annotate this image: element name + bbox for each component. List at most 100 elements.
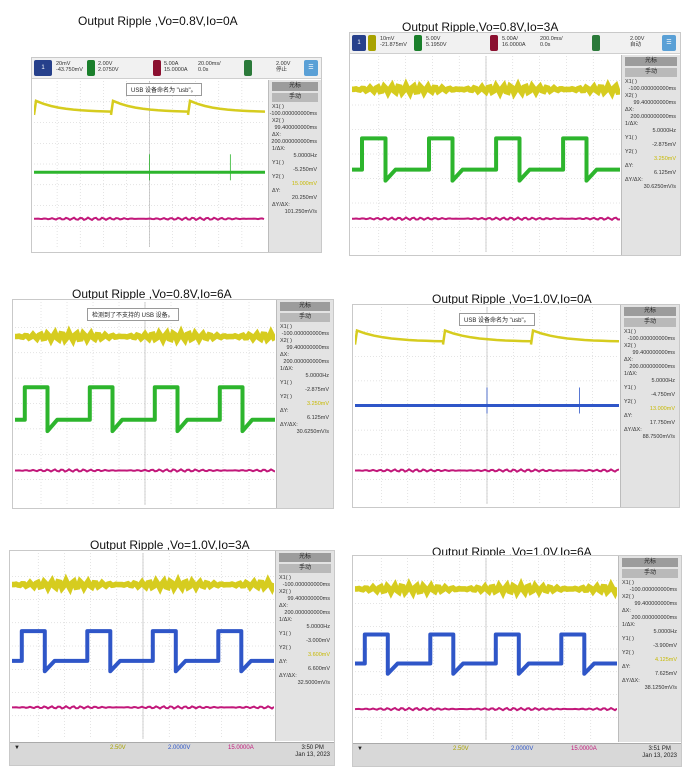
magenta-trace <box>12 704 274 710</box>
measurement-value: 7.625mV <box>654 671 677 677</box>
trigger-button[interactable] <box>592 35 600 51</box>
measurement-value: 13.000mV <box>649 406 675 412</box>
measurement-value: 3.250mV <box>653 156 676 162</box>
cursor-menu-header[interactable]: 光标 <box>279 553 331 562</box>
scope-toolbar: 1 20mV -43.750mV 2.00V 2.0750V 5.00A 15.000… <box>32 58 321 79</box>
scope-panel-4: USB 设备命名为 "usb"。 光标手动 X1( ) -100.000000000… <box>352 304 680 508</box>
measurement-label: 1/ΔX: <box>625 121 639 127</box>
measurement-label: Y1( ) <box>622 636 634 642</box>
scope-toolbar: 1 10mV -21.875mV 5.00V 5.1950V 5.00A/16.00… <box>350 33 680 54</box>
measurement-label: 1/ΔX: <box>280 366 294 372</box>
measurement-label: Y1( ) <box>272 160 284 166</box>
measurement-label: 1/ΔX: <box>622 622 636 628</box>
scope-panel-5: 光标 手动 X1( ) -100.000000000ms X2( ) 99.4000000… <box>9 550 335 766</box>
cursor-menu-header[interactable]: 光标 <box>272 82 318 91</box>
measurement-value: 3.600mV <box>307 652 330 658</box>
usb-notification[interactable]: 检测到了不支持的 USB 设备。 <box>87 308 179 321</box>
measurement-label: ΔY: <box>272 188 281 194</box>
waveform-grid: USB 设备命名为 "usb"。 <box>355 307 619 504</box>
cursor-menu-header[interactable]: 光标 <box>624 307 676 316</box>
measurement-value: -2.875mV <box>652 142 676 148</box>
waveform-svg <box>15 302 275 505</box>
menu-icon[interactable]: ☰ <box>304 60 318 76</box>
channel-1-button[interactable]: 1 <box>34 60 52 76</box>
measurement-label: 1/ΔX: <box>624 371 638 377</box>
measurement-label: X1( ) <box>624 329 636 335</box>
measurement-value: -100.000000000ms <box>282 582 330 588</box>
channel-1-button[interactable]: 1 <box>352 35 366 51</box>
pulse-trace <box>352 136 620 183</box>
channel-4-button[interactable] <box>153 60 161 76</box>
measurement-value: 15.000mV <box>291 181 317 187</box>
channel-4-button[interactable] <box>490 35 498 51</box>
measurement-label: Y2( ) <box>624 399 636 405</box>
measurement-label: X1( ) <box>622 580 634 586</box>
measurement-value: 3.250mV <box>306 401 329 407</box>
measurement-value: 5.0000Hz <box>652 128 676 134</box>
measurement-label: X1( ) <box>280 324 292 330</box>
waveform-grid <box>12 553 274 739</box>
measurement-value: 99.400000000ms <box>634 601 677 607</box>
measurement-label: 1/ΔX: <box>279 617 293 623</box>
magenta-trace <box>355 468 619 473</box>
waveform-svg <box>355 558 617 740</box>
cursor-mode-button[interactable]: 手动 <box>280 313 330 322</box>
measurement-value: 200.000000000ms <box>630 114 676 120</box>
usb-notification[interactable]: USB 设备命名为 "usb"。 <box>459 313 535 326</box>
measurement-label: X2( ) <box>280 338 292 344</box>
measurement-label: X2( ) <box>625 93 637 99</box>
cursor-mode-button[interactable]: 手动 <box>272 93 318 102</box>
measurement-value: -4.750mV <box>651 392 675 398</box>
channel-3-button[interactable] <box>414 35 422 51</box>
measurement-value: -3.900mV <box>653 643 677 649</box>
measurement-value: 4.125mV <box>654 657 677 663</box>
measurement-label: ΔX: <box>280 352 289 358</box>
cursor-menu-header[interactable]: 光标 <box>280 302 330 311</box>
status-ch4: 15.0000A <box>571 746 597 752</box>
measurement-label: X1( ) <box>279 575 291 581</box>
channel-2-button[interactable] <box>368 35 376 51</box>
measurement-label: ΔX: <box>625 107 634 113</box>
measurement-value: 99.400000000ms <box>632 350 675 356</box>
measurement-label: Y1( ) <box>624 385 636 391</box>
measurement-value: 200.000000000ms <box>283 359 329 365</box>
status-ch4: 15.0000A <box>228 745 254 751</box>
usb-notification[interactable]: USB 设备命名为 "usb"。 <box>126 83 202 96</box>
measurement-label: Y2( ) <box>280 394 292 400</box>
measurement-label: ΔY: <box>624 413 633 419</box>
measurement-value: 6.125mV <box>306 415 329 421</box>
yellow-trace <box>355 328 619 345</box>
measurement-value: 88.7500mV/s <box>642 434 675 440</box>
status-clock: 3:50 PM Jan 13, 2023 <box>295 745 330 758</box>
measurement-value: 99.400000000ms <box>287 596 330 602</box>
cursor-mode-button[interactable]: 手动 <box>279 564 331 573</box>
waveform-grid <box>352 56 620 252</box>
measurement-value: 32.5000mV/s <box>297 680 330 686</box>
scope-panel-6: 光标 手动 X1( ) -100.000000000ms X2( ) 99.4000000… <box>352 555 682 767</box>
measurement-label: ΔY/ΔX: <box>622 678 640 684</box>
measurement-value: -5.250mV <box>293 167 317 173</box>
measurement-sidebar: 光标 手动 X1( ) -100.000000000ms X2( ) 99.4000000… <box>621 55 680 255</box>
panel-2-title: Output Ripple,Vo=0.8V,Io=3A <box>402 20 559 34</box>
cursor-mode-button[interactable]: 手动 <box>624 318 676 327</box>
cursor-menu-header[interactable]: 光标 <box>625 57 677 66</box>
cursor-mode-button[interactable]: 手动 <box>622 569 678 578</box>
pulse-trace <box>12 629 274 674</box>
measurement-label: ΔX: <box>272 132 281 138</box>
scope-panel-1: 1 20mV -43.750mV 2.00V 2.0750V 5.00A 15.000… <box>31 57 322 253</box>
measurement-label: X1( ) <box>272 104 284 110</box>
channel-3-button[interactable] <box>87 60 95 76</box>
measurement-label: ΔY: <box>279 659 288 665</box>
measurement-label: X2( ) <box>622 594 634 600</box>
trigger-button[interactable] <box>244 60 252 76</box>
measurement-value: 200.000000000ms <box>271 139 317 145</box>
measurement-value: 5.0000Hz <box>306 624 330 630</box>
measurement-sidebar: 光标 手动 X1( ) -100.000000000ms X2( ) 99.4000000… <box>275 551 334 741</box>
measurement-value: 6.600mV <box>307 666 330 672</box>
measurement-value: 200.000000000ms <box>284 610 330 616</box>
cursor-mode-button[interactable]: 手动 <box>625 68 677 77</box>
measurement-value: -100.000000000ms <box>627 336 675 342</box>
panel-4-title: Output Ripple ,Vo=1.0V,Io=0A <box>432 292 592 306</box>
cursor-menu-header[interactable]: 光标 <box>622 558 678 567</box>
menu-icon[interactable]: ☰ <box>662 35 676 51</box>
